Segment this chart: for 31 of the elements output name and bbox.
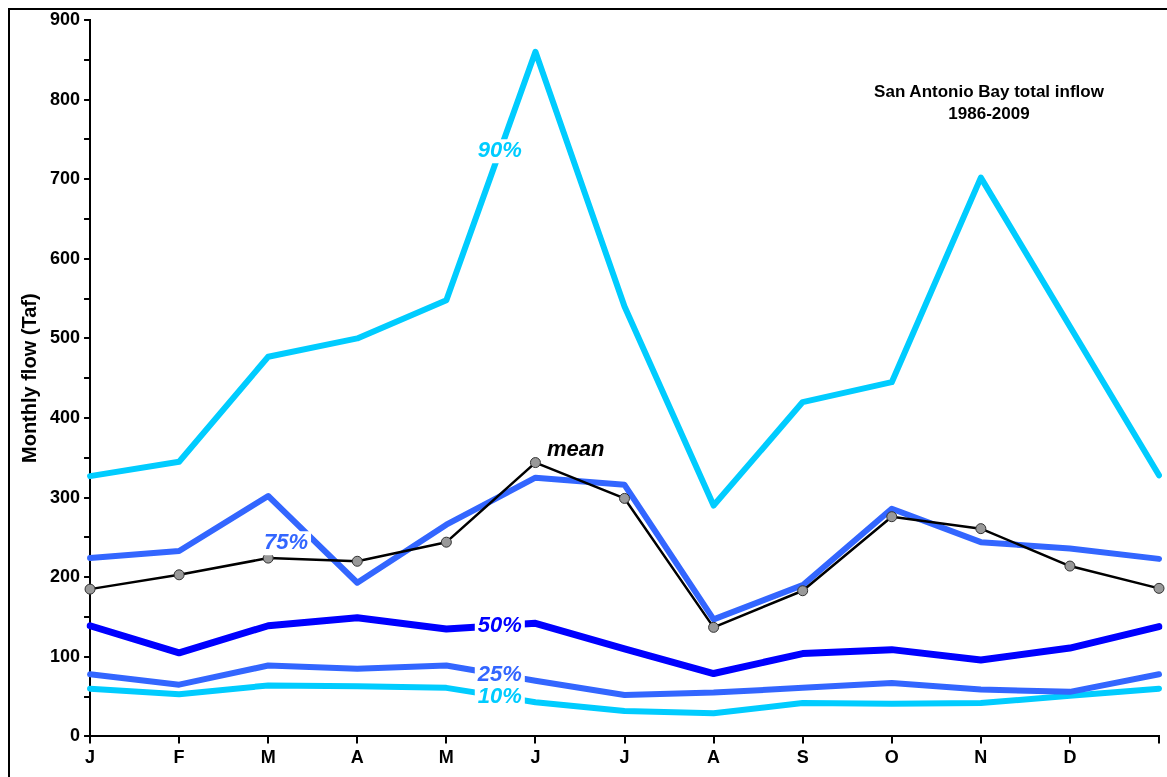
- y-tick-label: 300: [49, 486, 81, 507]
- y-tick-label: 400: [49, 406, 81, 427]
- series-label: mean: [546, 435, 605, 461]
- series-label: 10%: [477, 682, 522, 708]
- x-tick-label: J: [85, 747, 96, 768]
- series-label: 50%: [477, 611, 522, 637]
- x-tick-label: F: [173, 747, 185, 768]
- y-tick-label: 900: [49, 8, 81, 29]
- y-tick-label: 800: [49, 88, 81, 109]
- text: 1986-2009: [948, 103, 1030, 123]
- y-tick-label: 100: [49, 645, 81, 666]
- x-tick-label: D: [1063, 747, 1077, 768]
- x-tick-label: S: [796, 747, 809, 768]
- series-label: 75%: [263, 529, 309, 555]
- x-tick-label: M: [438, 747, 454, 768]
- y-tick-label: 700: [49, 168, 81, 189]
- y-tick-label: 0: [70, 725, 81, 746]
- x-tick-label: N: [974, 747, 988, 768]
- x-tick-label: M: [260, 747, 276, 768]
- x-tick-label: O: [884, 747, 899, 768]
- x-tick-label: A: [707, 747, 721, 768]
- y-tick-label: 500: [49, 327, 81, 348]
- y-axis-title: Monthly flow (Taf): [17, 293, 40, 463]
- y-tick-label: 200: [49, 566, 81, 587]
- x-tick-label: J: [530, 747, 541, 768]
- series-label: 25%: [476, 660, 522, 686]
- text: San Antonio Bay total inflow: [874, 81, 1105, 101]
- x-tick-label: A: [350, 747, 364, 768]
- y-tick-label: 600: [49, 247, 81, 268]
- series-label: 90%: [477, 137, 522, 163]
- x-tick-label: J: [619, 747, 630, 768]
